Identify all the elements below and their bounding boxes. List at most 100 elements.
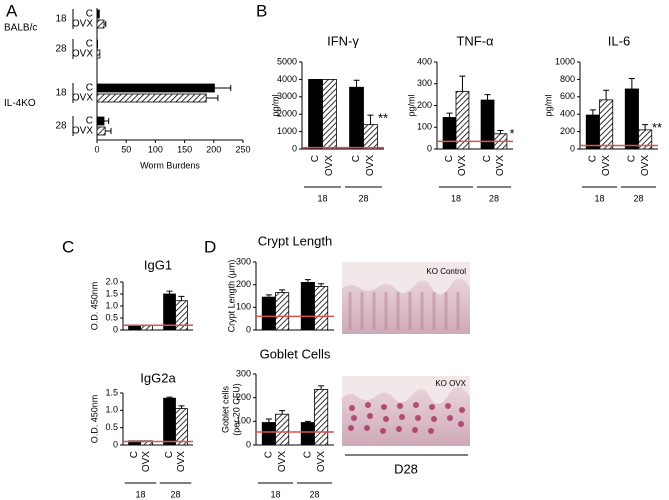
bar (96, 9, 100, 19)
error-bar (304, 279, 311, 283)
error-bar (367, 114, 374, 125)
bar (314, 286, 329, 331)
bar-label: OVX (72, 19, 93, 30)
image-caption: D28 (394, 461, 418, 476)
y-tick-label: 0.5 (105, 312, 118, 322)
bar (599, 99, 614, 150)
bar (300, 422, 315, 446)
bar (96, 49, 101, 59)
y-tick-label: 200 (236, 279, 251, 289)
bar-label: C (482, 155, 493, 162)
error-bar (589, 109, 596, 116)
bar-label: OVX (324, 155, 335, 176)
error-bar (279, 410, 286, 415)
x-tick-label: 250 (235, 144, 250, 154)
bar (455, 90, 470, 150)
bar (163, 397, 176, 446)
error-bar (642, 124, 649, 130)
bar-label: C (310, 155, 321, 162)
panel-label: B (256, 1, 267, 20)
y-tick-label: 5000 (277, 56, 297, 66)
chart-title: IgG2a (140, 370, 176, 385)
bar (275, 413, 290, 446)
bar-label: OVX (72, 49, 93, 60)
bar (175, 408, 188, 446)
strain-label: IL-4KO (4, 98, 36, 109)
error-bar (265, 418, 272, 423)
bar (308, 79, 323, 150)
y-tick-label: 600 (560, 91, 575, 101)
chart-title: Goblet Cells (260, 346, 331, 361)
error-bar (628, 78, 635, 89)
histology-ovx: KO OVX (342, 376, 470, 446)
y-tick-label: 0 (113, 324, 118, 334)
error-bar (166, 396, 173, 399)
y-tick-label: 400 (560, 109, 575, 119)
y-tick-label: 0.5 (105, 422, 118, 432)
bar (96, 93, 207, 103)
y-tick-label: 100 (236, 302, 251, 312)
panel-label: C (62, 237, 74, 256)
y-tick-label: 1.0 (105, 300, 118, 310)
y-tick-label: 0 (570, 143, 575, 153)
bar-label: C (303, 451, 314, 458)
group-label: 28 (55, 121, 67, 132)
y-axis-label: pg/ml (270, 94, 280, 116)
y-axis-label: pg/ml (406, 94, 416, 116)
y-axis-label: O.D. 450nm (89, 395, 99, 444)
chart-title: Crypt Length (258, 233, 332, 248)
group-label: 28 (358, 193, 368, 203)
y-tick-label: 200 (236, 392, 251, 402)
y-tick-label: 200 (417, 100, 432, 110)
y-axis-label: Crypt Length (µm) (226, 260, 236, 333)
group-label: 28 (489, 193, 499, 203)
error-bar (104, 118, 110, 124)
panel-label: D (204, 237, 216, 256)
y-tick-label: 300 (417, 78, 432, 88)
bar-label: OVX (365, 155, 376, 176)
error-bar (265, 294, 272, 298)
y-tick-label: 1.5 (105, 387, 118, 397)
y-tick-label: 0 (246, 324, 251, 334)
group-label: 28 (170, 489, 180, 499)
error-bar (459, 75, 466, 92)
bar-label: C (86, 9, 93, 20)
bar-label: C (129, 451, 140, 458)
error-bar (178, 295, 185, 301)
error-bar (353, 79, 360, 88)
group-label: 18 (55, 14, 67, 25)
bar (314, 388, 329, 446)
y-tick-label: 300 (236, 256, 251, 266)
bar (96, 126, 106, 136)
y-axis-label: (per 20 CFU) (231, 383, 241, 436)
y-tick-label: 1000 (277, 126, 297, 136)
group-label: 28 (309, 489, 319, 499)
y-tick-label: 300 (236, 368, 251, 378)
error-bar (104, 21, 107, 27)
x-axis-label: Worm Burdens (140, 160, 200, 170)
group-label: 18 (270, 489, 280, 499)
bar (275, 292, 290, 331)
group-label: 18 (135, 489, 145, 499)
y-tick-label: 800 (560, 74, 575, 84)
bar-label: C (264, 451, 275, 458)
group-label: 18 (317, 193, 327, 203)
bar (128, 325, 141, 331)
x-tick-label: 100 (148, 144, 163, 154)
bar-label: C (86, 39, 93, 50)
error-bar (178, 405, 185, 409)
bar (261, 422, 276, 446)
y-tick-label: 2.0 (105, 276, 118, 286)
bar (300, 281, 315, 331)
y-tick-label: 100 (236, 416, 251, 426)
strain-label: BALB/c (4, 23, 37, 34)
y-tick-label: 400 (417, 56, 432, 66)
chart-title: TNF-α (456, 33, 494, 48)
y-tick-label: 3000 (277, 91, 297, 101)
bar-label: OVX (176, 451, 187, 472)
bar-label: C (627, 155, 638, 162)
bar-label: C (351, 155, 362, 162)
group-label: 28 (633, 193, 643, 203)
y-tick-label: 1000 (555, 56, 575, 66)
